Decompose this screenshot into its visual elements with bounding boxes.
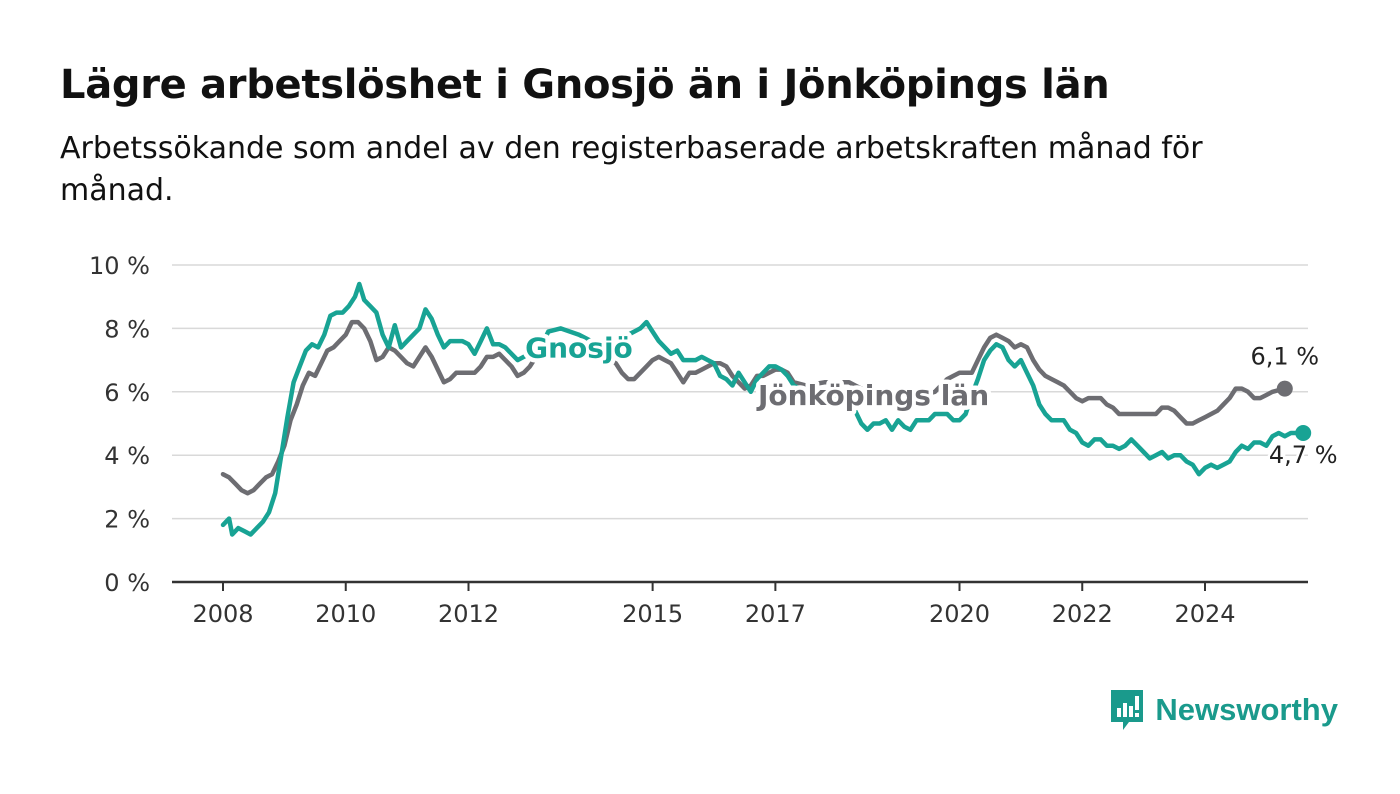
x-tick-label: 2012 [438,600,499,628]
series-label-jonkopings-lan: Jönköpings län [756,379,989,412]
end-point-gnosjo [1295,425,1312,442]
end-value-label: 6,1 % [1250,343,1319,371]
x-tick-label: 2010 [315,600,376,628]
y-tick-label: 4 % [104,442,150,470]
series-line-gnosjo [220,281,1306,537]
end-point-jonkopings-lan [1276,380,1293,397]
series-label-gnosjo: Gnosjö [525,331,633,364]
x-tick-label: 2024 [1174,600,1235,628]
y-tick-label: 8 % [104,315,150,343]
y-tick-label: 10 % [89,252,150,280]
y-tick-label: 2 % [104,506,150,534]
bar-chart-bubble-icon [1111,690,1144,730]
x-tick-label: 2022 [1052,600,1113,628]
x-tick-label: 2020 [929,600,990,628]
chart-title: Lägre arbetslöshet i Gnosjö än i Jönköpi… [60,62,1110,108]
end-value-label: 4,7 % [1269,441,1338,469]
brand-name: Newsworthy [1155,692,1338,727]
y-tick-label: 6 % [104,379,150,407]
newsworthy-logo: Newsworthy [1109,688,1338,732]
x-axis-ticks: 2008 2010 2012 2015 2017 2020 2022 2024 [192,582,1236,628]
x-tick-label: 2017 [745,600,806,628]
gridlines [172,264,1308,520]
x-tick-label: 2015 [622,600,683,628]
series-lines [220,281,1312,537]
y-tick-label: 0 % [104,569,150,597]
series-line-jonkopings-lan [220,319,1288,496]
chart-subtitle: Arbetssökande som andel av den registerb… [60,131,1203,208]
y-axis-tick-labels: 0 % 2 % 4 % 6 % 8 % 10 % [89,252,150,597]
x-tick-label: 2008 [192,600,253,628]
series-labels: 6,1 % 4,7 % Gnosjö Jönköpings län [521,327,1340,472]
